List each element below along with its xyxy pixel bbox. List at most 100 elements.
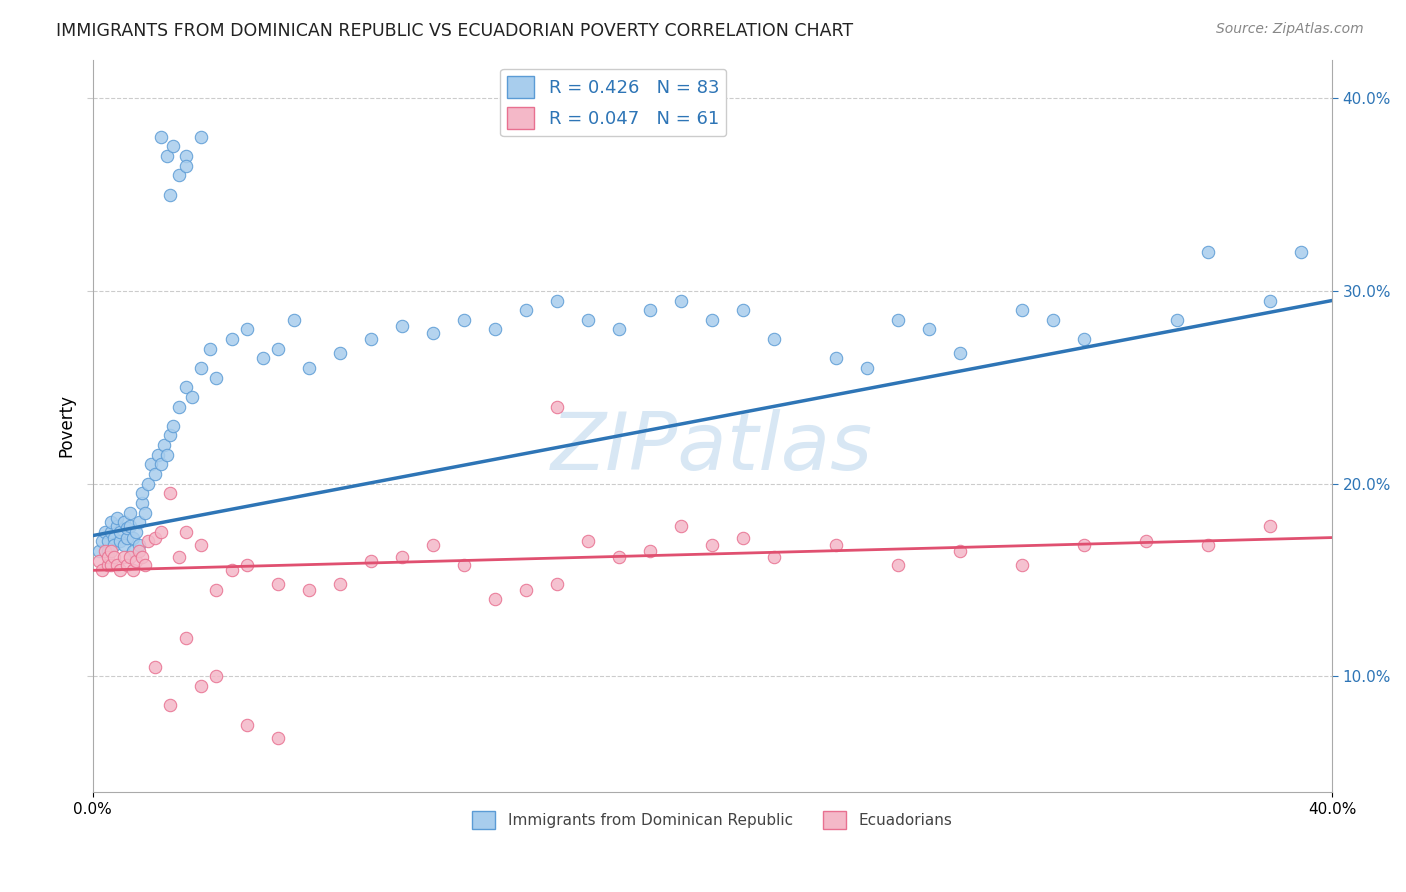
Point [702,312,724,326]
Point [200,342,222,356]
Point [156,149,179,163]
Point [391,318,413,333]
Point [733,531,755,545]
Point [100,544,122,558]
Point [141,458,163,472]
Point [236,558,259,572]
Point [169,549,191,564]
Point [887,558,910,572]
Point [422,538,444,552]
Point [128,544,150,558]
Point [105,511,128,525]
Point [115,558,138,572]
Text: IMMIGRANTS FROM DOMINICAN REPUBLIC VS ECUADORIAN POVERTY CORRELATION CHART: IMMIGRANTS FROM DOMINICAN REPUBLIC VS EC… [56,22,853,40]
Point [671,519,693,533]
Point [149,458,172,472]
Point [733,303,755,318]
Point [100,515,122,529]
Point [1011,558,1033,572]
Point [918,322,941,336]
Point [162,418,184,433]
Point [118,549,141,564]
Point [159,428,181,442]
Point [190,129,212,144]
Point [252,351,274,366]
Point [1197,245,1219,260]
Point [190,679,212,693]
Point [1166,312,1188,326]
Point [112,515,135,529]
Point [174,524,197,539]
Point [205,669,228,683]
Point [949,345,972,359]
Point [105,519,128,533]
Point [118,506,141,520]
Point [267,342,290,356]
Point [329,345,352,359]
Point [121,531,143,545]
Point [1073,538,1095,552]
Point [131,486,153,500]
Point [484,592,506,607]
Point [298,361,321,376]
Point [640,303,662,318]
Point [159,486,181,500]
Point [97,534,120,549]
Point [90,563,112,577]
Point [143,659,166,673]
Point [453,312,475,326]
Point [825,351,848,366]
Point [115,531,138,545]
Point [110,563,132,577]
Point [205,370,228,384]
Point [640,544,662,558]
Point [236,322,259,336]
Point [576,534,599,549]
Point [103,531,125,545]
Point [136,534,159,549]
Point [221,332,243,346]
Point [128,515,150,529]
Point [87,554,110,568]
Point [103,549,125,564]
Point [763,332,786,346]
Point [546,577,568,591]
Point [105,558,128,572]
Point [887,312,910,326]
Point [515,303,537,318]
Point [131,496,153,510]
Point [221,563,243,577]
Text: ZIPatlas: ZIPatlas [551,409,873,487]
Point [125,524,148,539]
Point [267,731,290,745]
Y-axis label: Poverty: Poverty [58,394,75,458]
Point [134,558,156,572]
Point [134,506,156,520]
Point [118,519,141,533]
Point [143,531,166,545]
Point [87,544,110,558]
Point [149,524,172,539]
Point [115,521,138,535]
Point [180,390,202,404]
Point [174,149,197,163]
Point [169,400,191,414]
Point [360,554,382,568]
Point [484,322,506,336]
Point [149,129,172,144]
Point [515,582,537,597]
Point [110,534,132,549]
Point [94,544,117,558]
Point [949,544,972,558]
Point [103,538,125,552]
Point [121,544,143,558]
Point [174,380,197,394]
Point [136,476,159,491]
Point [329,577,352,591]
Point [453,558,475,572]
Point [702,538,724,552]
Point [100,524,122,539]
Point [112,549,135,564]
Point [546,400,568,414]
Point [169,168,191,182]
